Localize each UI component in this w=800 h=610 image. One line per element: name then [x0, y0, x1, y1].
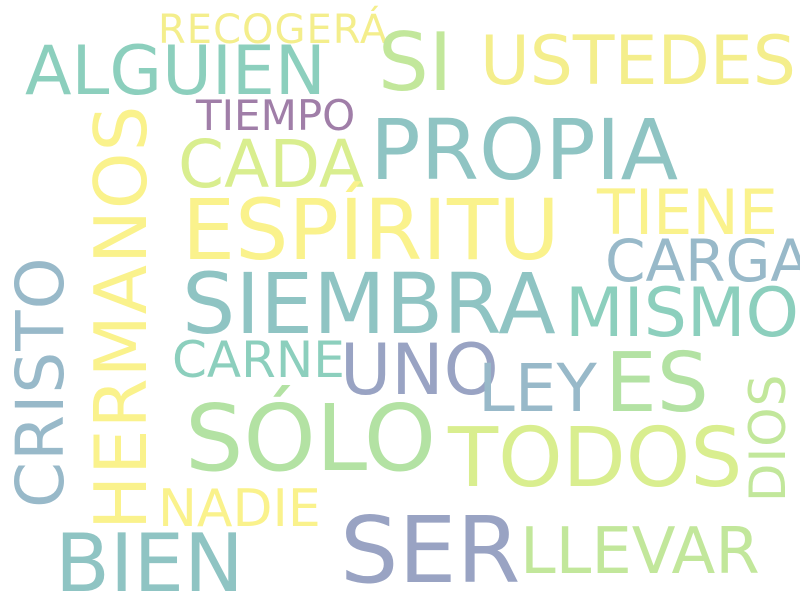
- word-uno: UNO: [340, 329, 499, 411]
- word-cada: CADA: [178, 126, 365, 203]
- word-espiritu: ESPÍRITU: [182, 181, 560, 279]
- word-todos: TODOS: [448, 411, 743, 506]
- word-mismo: MISMO: [565, 274, 800, 353]
- word-carga: CARGA: [605, 227, 800, 295]
- word-recogera: RECOGERÁ: [158, 7, 389, 53]
- word-cristo: CRISTO: [2, 256, 79, 508]
- word-solo: SÓLO: [185, 385, 437, 492]
- word-bien: BIEN: [55, 517, 244, 610]
- word-llevar: LLEVAR: [520, 515, 760, 589]
- word-tiene: TIENE: [597, 176, 778, 249]
- word-es: ES: [605, 336, 709, 431]
- word-ser: SER: [340, 497, 521, 604]
- word-siembra: SIEMBRA: [182, 255, 556, 353]
- word-si: SI: [378, 16, 453, 109]
- word-hermanos: HERMANOS: [79, 104, 163, 530]
- word-dios: DIOS: [739, 373, 797, 502]
- word-nadie: NADIE: [158, 479, 321, 539]
- word-ustedes: USTEDES: [480, 22, 796, 101]
- word-propia: PROPIA: [370, 101, 679, 199]
- word-tiempo: TIEMPO: [196, 91, 356, 140]
- word-carne: CARNE: [172, 331, 345, 389]
- word-ley: LEY: [478, 350, 597, 427]
- word-alguien: ALGUIEN: [25, 32, 326, 111]
